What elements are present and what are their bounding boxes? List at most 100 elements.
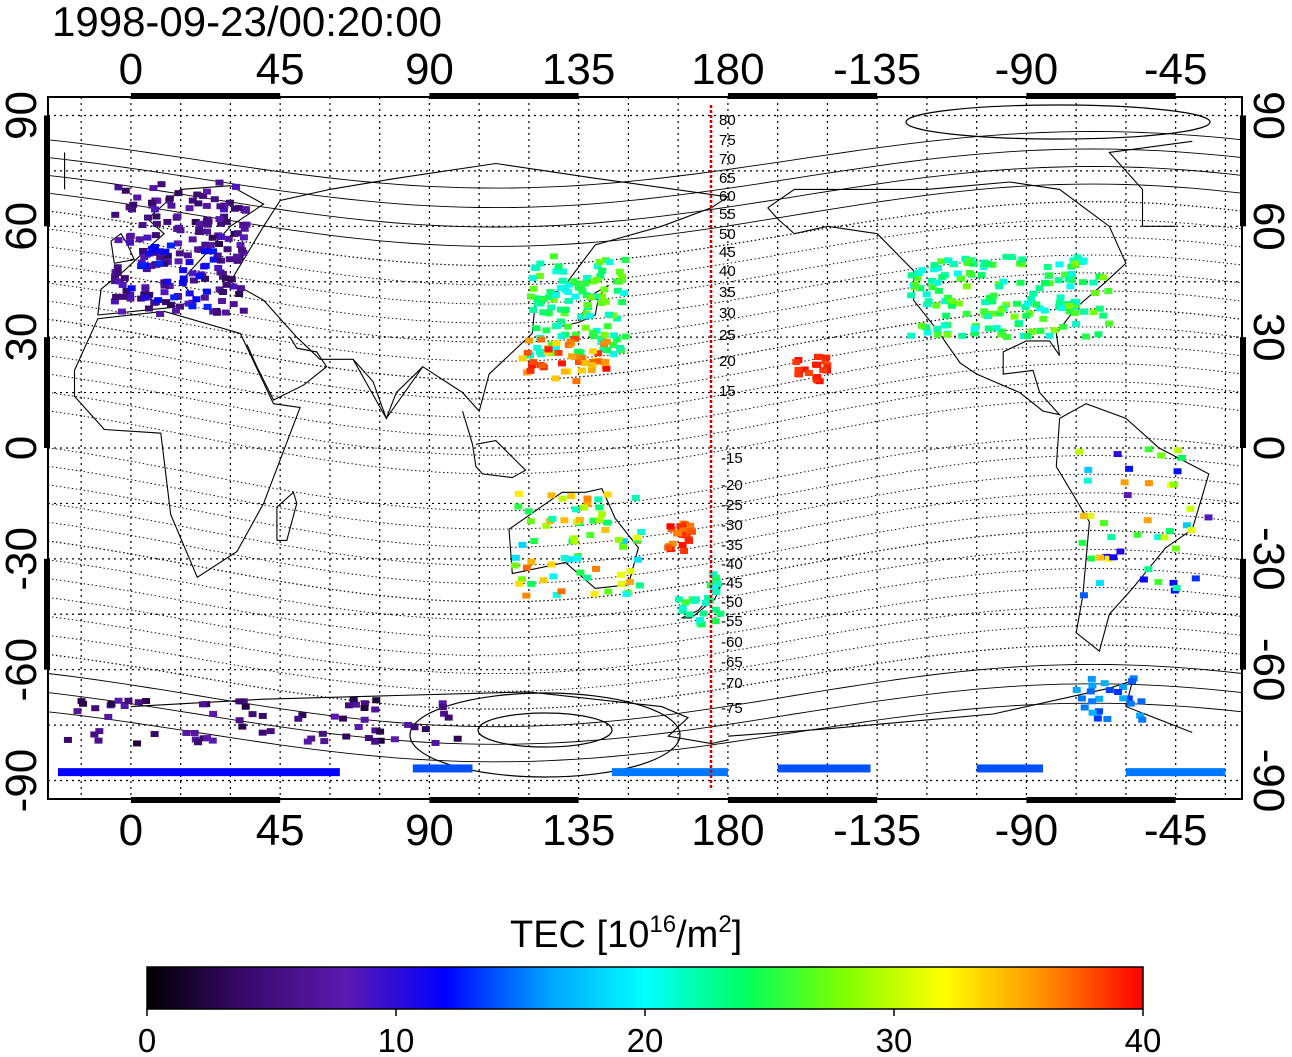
tec-cell (231, 183, 240, 190)
tec-cell (668, 540, 677, 547)
tec-cell (1069, 257, 1078, 264)
tec-cell (918, 267, 927, 274)
tec-cell (532, 325, 541, 332)
tec-cell (678, 607, 687, 614)
tec-cell (194, 739, 203, 746)
tec-cell (219, 206, 228, 213)
tec-cell (684, 536, 693, 543)
tec-cell (209, 710, 218, 717)
tec-cell (163, 278, 172, 285)
tec-cell (239, 307, 248, 314)
tec-cell (1116, 548, 1125, 555)
tec-cell (944, 257, 953, 264)
tec-cell (533, 344, 542, 351)
tec-cell (585, 312, 594, 319)
contour-line (47, 473, 1243, 548)
tec-cell (236, 242, 245, 249)
tec-cell (1014, 321, 1023, 328)
tec-cell (514, 503, 523, 510)
tec-cell (549, 296, 558, 303)
tec-cell (980, 308, 989, 315)
tec-cell (1096, 554, 1105, 561)
tec-cell (200, 294, 209, 301)
tec-cell (554, 263, 563, 270)
colorbar-tick-label: 40 (1125, 1022, 1162, 1057)
tec-cell (933, 325, 942, 332)
tec-cell (95, 728, 104, 735)
bottom-longitude-label: 90 (405, 806, 454, 855)
tec-cell (120, 703, 129, 710)
frame-bar-top (130, 93, 281, 99)
tec-cell (581, 280, 590, 287)
frame-bar-bottom (429, 797, 579, 803)
tec-cell (1171, 545, 1180, 552)
contour-line (47, 492, 1243, 567)
contour-label: 75 (719, 132, 736, 149)
right-latitude-label: -90 (1244, 749, 1292, 813)
tec-cell (530, 538, 539, 545)
tec-cell (160, 289, 169, 296)
tec-cell (1143, 517, 1152, 524)
contour-label: 45 (719, 244, 736, 261)
tec-cell (532, 264, 541, 271)
contour-line (47, 625, 1243, 692)
tec-cell (194, 200, 203, 207)
tec-cell (238, 247, 247, 254)
tec-cell (529, 306, 538, 313)
tec-cell (544, 346, 553, 353)
tec-cell (174, 258, 183, 265)
tec-cell (794, 370, 803, 377)
tec-cell (1073, 254, 1082, 261)
tec-cell (217, 220, 226, 227)
frame-alternating-bars (44, 93, 1246, 803)
tec-cell (1103, 715, 1112, 722)
contour-label: -15 (721, 450, 743, 467)
tec-cell (202, 288, 211, 295)
tec-cell (632, 534, 641, 541)
tec-cell (988, 261, 997, 268)
tec-cell (190, 729, 199, 736)
tec-cell (303, 738, 312, 745)
tec-cell (152, 220, 161, 227)
tec-cell (135, 236, 144, 243)
tec-cell (183, 252, 192, 259)
tec-cell (674, 530, 683, 537)
frame-bar-left (44, 115, 50, 227)
tec-cell (139, 247, 148, 254)
tec-cell (1045, 280, 1054, 287)
tec-cell (209, 248, 218, 255)
tec-cell (556, 318, 565, 325)
tec-cell (175, 303, 184, 310)
tec-cell (680, 548, 689, 555)
tec-cell (916, 285, 925, 292)
tec-cell (711, 606, 720, 613)
tec-cell (1070, 260, 1079, 267)
tec-cell (156, 310, 165, 317)
tec-cell (615, 268, 624, 275)
tec-cell (194, 246, 203, 253)
tec-cell (822, 354, 831, 361)
colorbar-gradient (146, 966, 1144, 1010)
tec-cell (229, 301, 238, 308)
tec-cell (143, 214, 152, 221)
right-latitude-label: -60 (1244, 638, 1292, 702)
coastline (352, 358, 424, 420)
tec-polar-strip (611, 768, 728, 777)
tec-cell (958, 332, 967, 339)
tec-cell (568, 353, 577, 360)
tec-cell (572, 378, 581, 385)
coastline (1055, 403, 1210, 653)
tec-cell (1100, 680, 1109, 687)
tec-cell (140, 291, 149, 298)
tec-cell (248, 711, 257, 718)
tec-cell (983, 260, 992, 267)
tec-cell (1094, 331, 1103, 338)
tec-cell (1057, 305, 1066, 312)
tec-cell (985, 294, 994, 301)
tec-cell (681, 521, 690, 528)
tec-cell (206, 242, 215, 249)
tec-cell (560, 517, 569, 524)
tec-cell (1029, 290, 1038, 297)
tec-cell (582, 274, 591, 281)
tec-cell (922, 291, 931, 298)
